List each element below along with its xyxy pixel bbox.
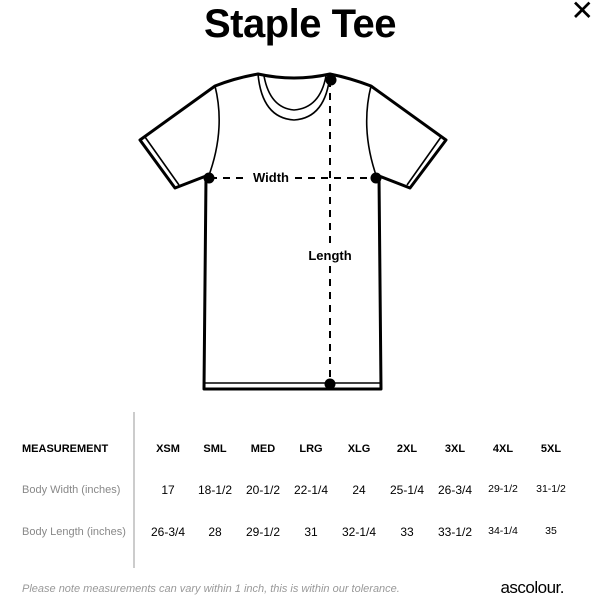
size-header: MED — [250, 443, 276, 455]
table-cell: 26-3/4 — [150, 525, 186, 539]
table-cell: 29-1/2 — [488, 483, 518, 495]
size-header: XLG — [347, 443, 371, 455]
table-cell: 33 — [400, 525, 414, 539]
tolerance-note: Please note measurements can vary within… — [22, 583, 400, 595]
size-header: 4XL — [492, 443, 514, 455]
collar — [263, 75, 327, 111]
table-cell: 18-1/2 — [197, 483, 233, 497]
table-cell: 25-1/4 — [389, 483, 425, 497]
size-header: XSM — [156, 443, 180, 455]
tee-diagram: Width Length — [138, 72, 448, 391]
page-title: Staple Tee — [203, 2, 397, 46]
table-cell: 31-1/2 — [536, 483, 566, 495]
length-label: Length — [308, 248, 351, 263]
table-cell: 34-1/4 — [488, 525, 518, 537]
size-header: LRG — [299, 443, 323, 455]
left-seam — [207, 85, 220, 179]
size-header: 3XL — [444, 443, 466, 455]
row-label: Body Length (inches) — [22, 526, 126, 538]
table-cell: 31 — [304, 525, 318, 539]
table-divider — [133, 412, 135, 568]
table-cell: 35 — [545, 525, 557, 537]
table-cell: 32-1/4 — [341, 525, 377, 539]
size-header: 2XL — [396, 443, 418, 455]
table-cell: 22-1/4 — [293, 483, 329, 497]
table-cell: 24 — [352, 483, 366, 497]
table-cell: 28 — [208, 525, 222, 539]
tee-outline — [138, 72, 448, 391]
width-label: Width — [253, 170, 289, 185]
row-label: Body Width (inches) — [22, 484, 121, 496]
measurement-header: MEASUREMENT — [22, 443, 109, 455]
table-cell: 26-3/4 — [437, 483, 473, 497]
table-cell: 17 — [161, 483, 175, 497]
brand-logo: ascolour. — [500, 578, 564, 597]
close-icon[interactable]: ✕ — [570, 0, 594, 26]
table-cell: 20-1/2 — [245, 483, 281, 497]
size-header: 5XL — [540, 443, 562, 455]
right-seam — [365, 85, 378, 179]
table-cell: 29-1/2 — [245, 525, 281, 539]
size-header: SML — [203, 443, 227, 455]
table-cell: 33-1/2 — [437, 525, 473, 539]
